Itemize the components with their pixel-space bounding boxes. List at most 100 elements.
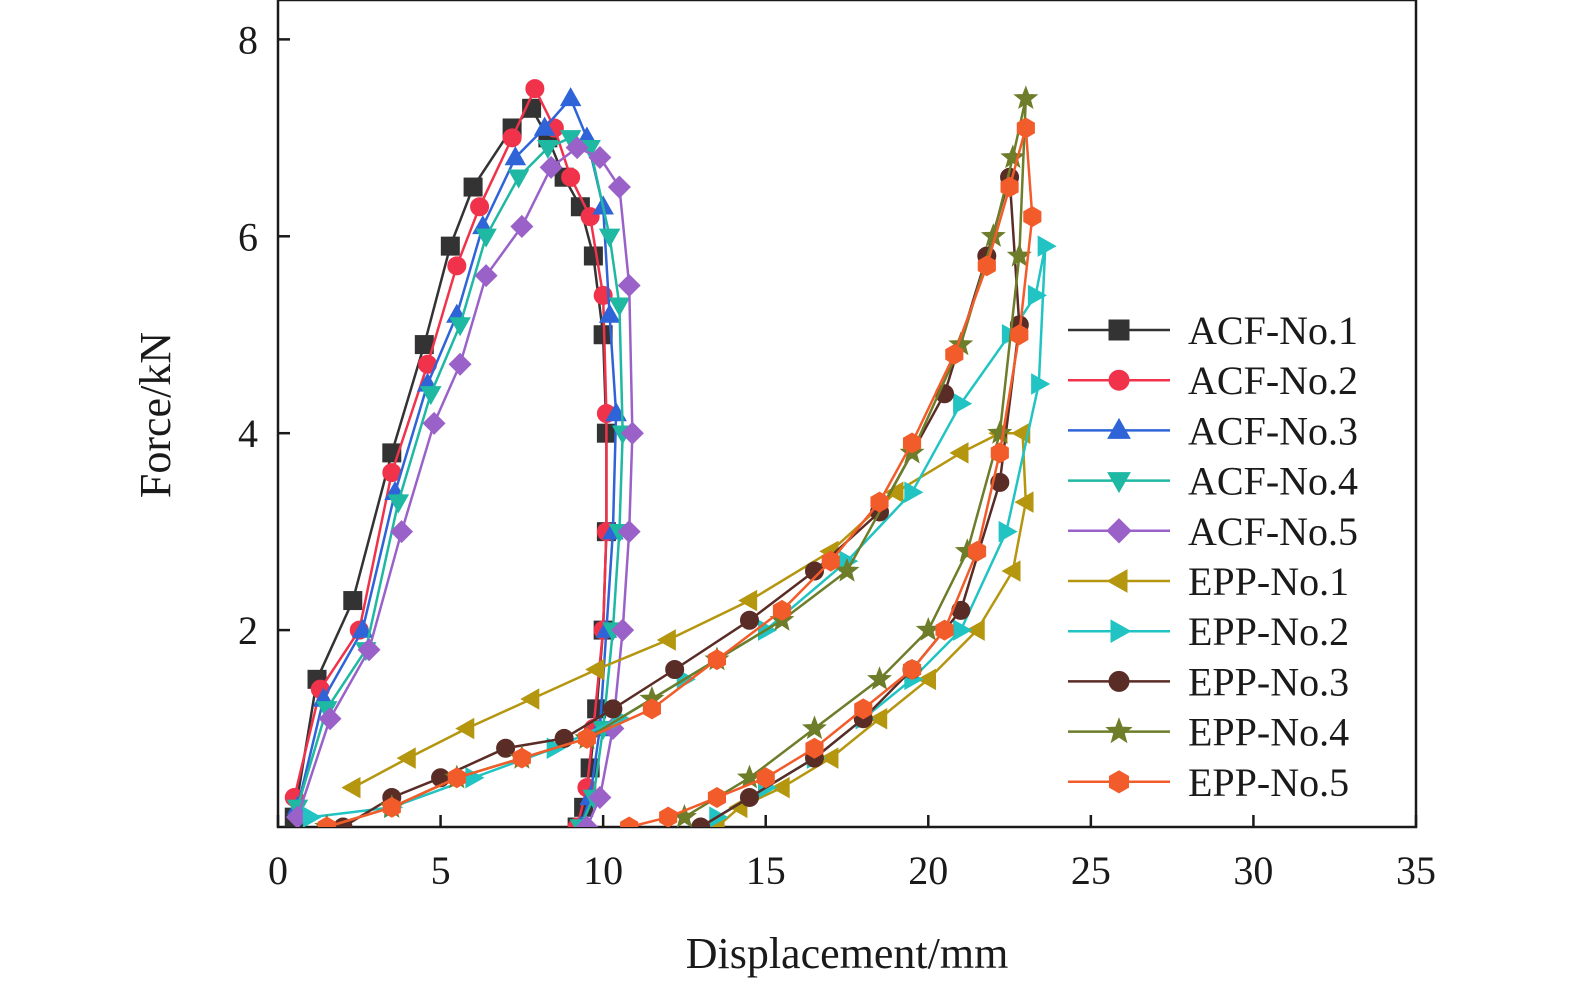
data-point <box>819 747 839 769</box>
data-point <box>977 255 996 277</box>
legend-item: EPP-No.2 <box>1068 609 1349 654</box>
data-point <box>1027 284 1047 307</box>
legend-label: ACF-No.1 <box>1188 308 1358 353</box>
data-point <box>603 699 623 719</box>
data-point <box>318 707 342 731</box>
y-tick-label: 6 <box>238 214 258 259</box>
data-point <box>949 442 969 464</box>
legend-label: EPP-No.1 <box>1188 559 1349 604</box>
data-point <box>1037 235 1057 257</box>
data-point <box>447 256 467 276</box>
data-point <box>520 688 540 710</box>
data-point <box>598 303 621 323</box>
legend-label: EPP-No.2 <box>1188 609 1349 654</box>
data-point <box>904 481 924 504</box>
x-tick-label: 20 <box>908 848 948 893</box>
legend-marker <box>1108 670 1130 692</box>
data-point <box>317 816 336 827</box>
data-point <box>463 177 483 197</box>
data-point <box>617 274 641 298</box>
data-point <box>525 79 545 99</box>
data-point <box>990 442 1009 464</box>
legend-marker <box>1106 518 1132 544</box>
legend-marker <box>1107 472 1131 494</box>
legend-item: EPP-No.3 <box>1068 659 1349 704</box>
x-tick-label: 5 <box>431 848 451 893</box>
x-tick-label: 15 <box>746 848 786 893</box>
legend-marker <box>1108 369 1130 391</box>
data-point <box>585 658 605 681</box>
x-tick-label: 0 <box>268 848 288 893</box>
legend-item: ACF-No.1 <box>1068 308 1358 353</box>
data-point <box>1010 324 1029 346</box>
data-point <box>422 411 446 435</box>
data-point <box>588 146 612 170</box>
data-point <box>420 386 442 406</box>
data-point <box>1023 206 1042 228</box>
data-point <box>617 520 641 544</box>
data-point <box>351 618 374 638</box>
legend-marker <box>1110 619 1132 644</box>
data-point <box>533 116 556 136</box>
data-point <box>945 343 964 365</box>
data-point <box>1000 176 1019 198</box>
legend: ACF-No.1 ACF-No.2 ACF-No.3 ACF-No.4 ACF-No.5… <box>1068 308 1358 805</box>
data-point <box>390 520 414 544</box>
legend-item: ACF-No.5 <box>1068 509 1358 554</box>
legend-label: ACF-No.3 <box>1188 408 1358 453</box>
data-point <box>598 228 621 248</box>
data-point <box>642 698 661 720</box>
series-EPP-No.5 <box>317 117 1042 827</box>
data-point <box>739 610 759 630</box>
x-tick-label: 30 <box>1233 848 1273 893</box>
legend-marker <box>1106 569 1128 593</box>
data-point <box>804 561 824 581</box>
data-point <box>770 776 790 799</box>
data-point <box>998 520 1018 543</box>
data-point <box>507 169 530 189</box>
y-tick-label: 4 <box>238 411 258 456</box>
data-point <box>559 87 582 107</box>
data-point <box>537 139 559 160</box>
data-point <box>440 236 460 256</box>
data-point <box>834 557 860 582</box>
legend-item: ACF-No.3 <box>1068 408 1358 453</box>
data-point <box>502 128 522 148</box>
data-point <box>341 776 361 799</box>
legend-label: EPP-No.4 <box>1188 710 1349 755</box>
data-point <box>691 817 711 827</box>
data-point <box>1001 560 1021 582</box>
x-tick-label: 10 <box>583 848 623 893</box>
legend-item: EPP-No.5 <box>1068 760 1349 805</box>
data-point <box>565 136 589 160</box>
data-point <box>738 589 758 612</box>
y-axis: 2 4 6 8 <box>238 17 290 653</box>
data-point <box>868 707 888 730</box>
data-point <box>1014 491 1034 513</box>
data-point <box>965 619 985 641</box>
data-point <box>659 806 678 827</box>
data-point <box>870 491 889 513</box>
y-tick-label: 2 <box>238 608 258 653</box>
data-point <box>935 619 954 641</box>
data-point <box>867 666 892 690</box>
data-point <box>967 540 987 562</box>
data-point <box>1000 144 1026 169</box>
legend-item: ACF-No.4 <box>1068 459 1358 504</box>
data-point <box>583 246 603 266</box>
data-point <box>739 787 759 807</box>
data-point <box>953 392 973 415</box>
legend-label: EPP-No.5 <box>1188 760 1349 805</box>
data-point <box>588 785 612 809</box>
data-point <box>772 599 792 621</box>
data-point <box>512 747 531 769</box>
x-tick-label: 25 <box>1071 848 1111 893</box>
data-point <box>396 747 416 769</box>
data-point <box>387 494 410 514</box>
series-layer <box>284 79 1057 827</box>
legend-marker <box>1107 417 1131 439</box>
data-point <box>1031 373 1051 395</box>
data-point <box>821 550 840 572</box>
data-point <box>656 629 676 651</box>
